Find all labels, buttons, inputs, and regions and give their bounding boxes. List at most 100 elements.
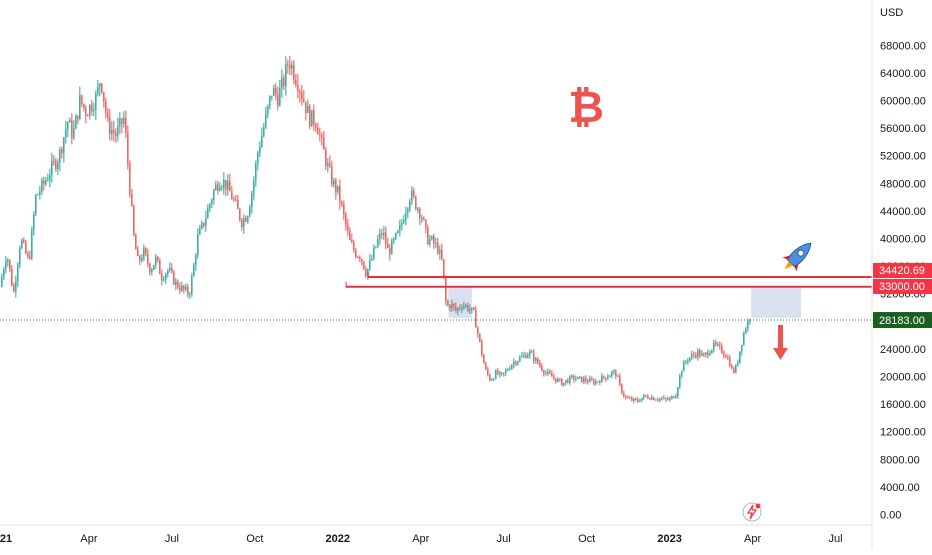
candle-body (683, 362, 685, 372)
candle-body (39, 191, 41, 195)
rocket-fin-right (794, 262, 799, 272)
candle-body (429, 239, 431, 245)
candle-body (527, 355, 529, 358)
candle-body (173, 271, 175, 285)
candle-body (619, 375, 621, 385)
candle-body (699, 350, 701, 356)
candle-body (293, 64, 295, 80)
candle-body (615, 370, 617, 377)
candle-body (41, 180, 43, 192)
candle-body (341, 201, 343, 205)
candle-body (485, 363, 487, 370)
candle-body (433, 236, 435, 244)
candle-body (611, 371, 613, 376)
y-tick-label: 0.00 (880, 510, 901, 522)
candle-body (747, 321, 749, 329)
level-price-text: 34420.69 (879, 265, 925, 277)
x-tick-label: Jul (497, 533, 511, 545)
candle-body (183, 285, 185, 290)
candle-body (155, 256, 157, 266)
candle-body (127, 133, 129, 164)
candle-body (65, 129, 67, 138)
candle-body (593, 380, 595, 384)
candle-body (563, 382, 565, 386)
candle-body (323, 137, 325, 150)
candle-body (297, 84, 299, 92)
candle-body (369, 260, 371, 269)
x-tick-label: Apr (744, 533, 761, 545)
candle-body (437, 242, 439, 254)
candle-body (587, 381, 589, 383)
candle-body (419, 208, 421, 219)
candle-body (309, 105, 311, 127)
candle-body (427, 227, 429, 245)
candle-body (325, 149, 327, 166)
candle-body (669, 398, 671, 400)
candle-body (431, 236, 433, 240)
candle-body (443, 259, 445, 278)
candle-body (87, 115, 89, 117)
candle-body (97, 86, 99, 94)
candle-body (623, 393, 625, 396)
candle-body (119, 118, 121, 127)
candle-body (715, 342, 717, 345)
candle-body (551, 373, 553, 377)
candle-body (743, 332, 745, 345)
lightning-icon[interactable] (742, 502, 762, 522)
candle-body (407, 208, 409, 214)
candle-body (7, 259, 9, 262)
candle-body (123, 117, 125, 124)
candle-body (101, 83, 103, 92)
down-arrow-icon (773, 325, 788, 360)
candle-body (609, 375, 611, 378)
candle-body (673, 396, 675, 399)
candle-body (493, 378, 495, 380)
candle-body (253, 180, 255, 193)
candle-body (681, 371, 683, 376)
candle-body (231, 190, 233, 200)
candle-body (575, 378, 577, 380)
candle-body (401, 222, 403, 226)
candle-body (111, 129, 113, 134)
candle-body (335, 180, 337, 193)
candle-body (85, 107, 87, 116)
candle-body (395, 233, 397, 239)
candle-body (689, 357, 691, 361)
candle-body (239, 208, 241, 220)
candle-body (205, 218, 207, 226)
current-price-tag (873, 312, 932, 329)
candle-body (329, 163, 331, 167)
candle-body (647, 396, 649, 399)
candle-body (729, 358, 731, 367)
candle-body (23, 240, 25, 243)
arrow-shaft (778, 325, 783, 350)
y-tick-label: 44000.00 (880, 206, 926, 218)
candle-body (421, 217, 423, 219)
candle-body (631, 398, 633, 401)
candle-body (523, 354, 525, 357)
candle-body (679, 375, 681, 388)
candle-body (189, 294, 191, 296)
candle-body (257, 152, 259, 164)
candle-body (83, 104, 85, 108)
candle-body (21, 240, 23, 249)
y-tick-label: 64000.00 (880, 68, 926, 80)
y-tick-label: 4000.00 (880, 482, 920, 494)
candle-body (573, 376, 575, 380)
candle-body (361, 259, 363, 262)
candle-body (79, 95, 81, 119)
candle-body (745, 328, 747, 333)
candle-body (349, 231, 351, 241)
candle-body (535, 358, 537, 361)
candle-body (209, 204, 211, 209)
candle-body (243, 218, 245, 228)
candle-body (59, 149, 61, 163)
candle-body (475, 309, 477, 328)
candle-body (449, 305, 451, 309)
y-tick-label: 8000.00 (880, 454, 920, 466)
candle-body (741, 344, 743, 352)
candle-body (55, 160, 57, 169)
candle-body (351, 240, 353, 243)
